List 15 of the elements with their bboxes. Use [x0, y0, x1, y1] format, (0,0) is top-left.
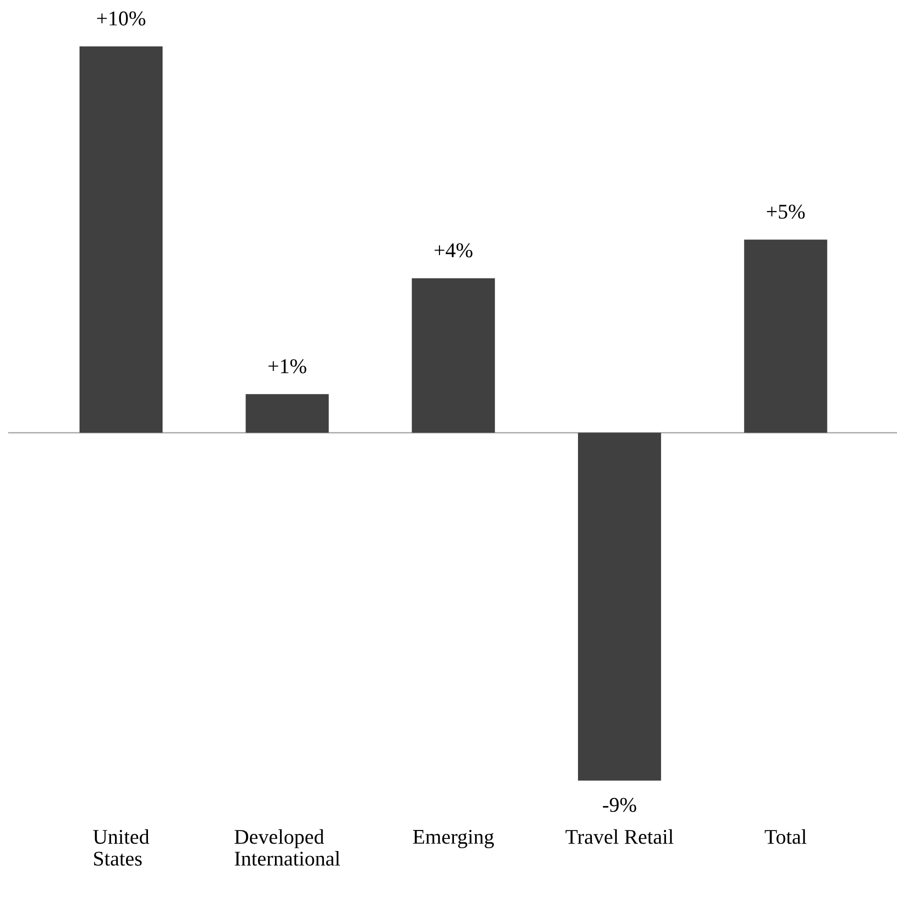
x-tick-label: Emerging [413, 830, 494, 848]
x-tick-label: Developed International [234, 829, 340, 866]
data-label: +1% [268, 359, 306, 374]
bar [246, 394, 329, 433]
bar [412, 278, 495, 433]
bar [80, 46, 163, 433]
x-tick-label: Travel Retail [566, 829, 674, 844]
bar [578, 432, 662, 781]
x-tick-label: United States [93, 829, 150, 866]
data-label: +4% [434, 243, 472, 258]
x-tick-label: Total [764, 829, 807, 844]
data-label: +5% [766, 204, 805, 219]
data-label: +10% [97, 11, 146, 26]
bar [744, 240, 828, 433]
data-label: -9% [602, 798, 636, 812]
